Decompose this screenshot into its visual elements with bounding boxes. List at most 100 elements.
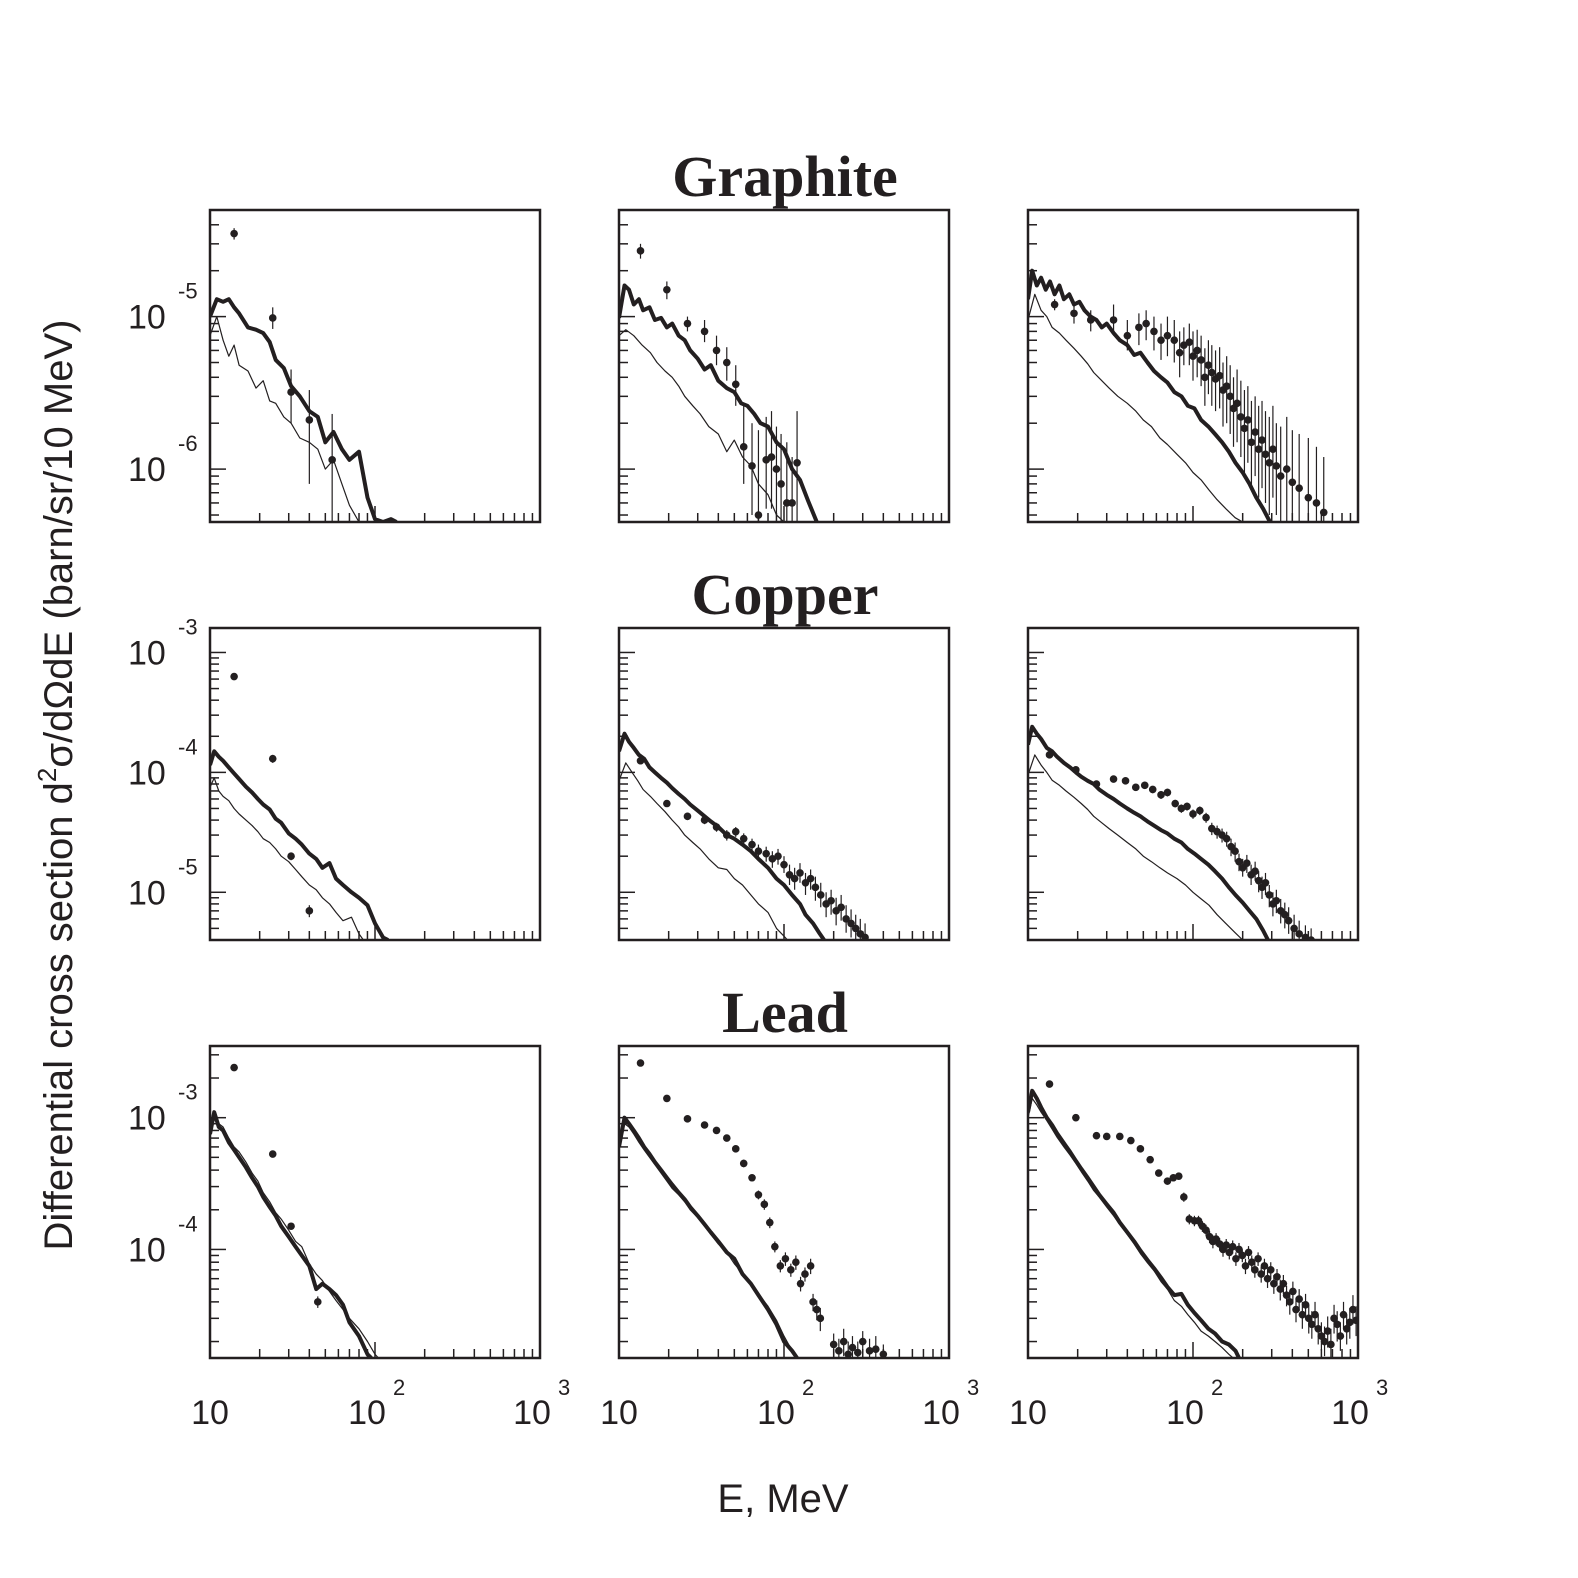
data-point [1342, 1324, 1351, 1333]
data-point [1298, 1310, 1307, 1319]
data-point [722, 1134, 731, 1142]
model-curve-thick [1028, 724, 1270, 940]
data-point [1238, 1251, 1247, 1260]
data-point [1282, 465, 1291, 473]
data-point [806, 1262, 815, 1270]
model-curve-thin [619, 762, 788, 940]
data-point [731, 1145, 740, 1153]
data-point [1237, 413, 1245, 421]
data-point [1284, 916, 1293, 925]
data-point [871, 1345, 880, 1353]
data-point [1157, 791, 1165, 799]
y-tick-label-exponent: -5 [178, 279, 198, 304]
x-tick-label: 10 [1009, 1394, 1047, 1432]
data-point [1289, 1287, 1297, 1296]
data-point [762, 849, 770, 858]
row-lead: Lead 10 -3 10 -4 10 10 2 10 3 10 10 2 10 3 10 10 2 10 3 [128, 980, 1388, 1432]
data-point [806, 874, 815, 883]
data-point [328, 456, 336, 464]
data-point [1301, 1301, 1310, 1309]
data-point [1247, 438, 1256, 447]
data-point [1131, 783, 1140, 792]
data-point [268, 1150, 277, 1158]
panel: 10 -5 10 -6 [128, 208, 542, 524]
data-point [1269, 445, 1277, 454]
data-point [1154, 1169, 1163, 1177]
model-curve-thick [619, 731, 826, 940]
data-point [827, 896, 835, 905]
data-point [1314, 1324, 1323, 1333]
data-point [1273, 1272, 1281, 1281]
data-point [1174, 1172, 1183, 1180]
data-point [1235, 857, 1243, 866]
data-point [313, 1298, 322, 1306]
x-tick-label: 10 [922, 1394, 960, 1432]
data-point [1266, 1266, 1275, 1274]
y-tick-label-exponent: -3 [178, 1080, 198, 1105]
data-point [722, 831, 731, 839]
data-point [853, 1348, 862, 1357]
data-point [1102, 1132, 1111, 1141]
data-point [1304, 493, 1313, 502]
panel [617, 626, 951, 942]
data-point [1346, 1318, 1354, 1327]
panel-data [210, 1063, 379, 1358]
y-tick-label: 10 [128, 754, 166, 792]
data-point [861, 933, 869, 940]
panel [1026, 208, 1360, 524]
data-point [268, 314, 277, 322]
data-point [636, 1059, 645, 1067]
x-tick-label-exponent: 2 [393, 1375, 405, 1400]
data-point [1226, 392, 1234, 401]
data-point [1197, 356, 1205, 364]
data-point [1157, 336, 1165, 345]
x-tick-label: 10 [757, 1394, 795, 1432]
data-point [1225, 1248, 1234, 1257]
data-point [1142, 319, 1150, 328]
data-point [1251, 867, 1259, 875]
data-point [816, 1314, 825, 1323]
data-point [1086, 316, 1095, 324]
data-point [1292, 1305, 1300, 1314]
data-point [842, 915, 850, 923]
y-axis-label-superscript: 2 [32, 768, 62, 782]
y-tick-label: 10 [128, 451, 166, 489]
data-point [712, 346, 721, 355]
data-point [1189, 810, 1197, 818]
y-tick-label: 10 [128, 1100, 166, 1138]
data-point [1148, 785, 1157, 794]
data-point [683, 812, 692, 821]
data-point [287, 1222, 295, 1231]
data-point [1115, 1132, 1124, 1141]
data-point [700, 816, 709, 824]
data-point [1290, 924, 1298, 933]
data-point [700, 1121, 709, 1129]
x-tick-label-exponent: 3 [558, 1375, 570, 1400]
data-point [848, 1343, 857, 1352]
data-point [1258, 436, 1266, 444]
data-point [835, 1347, 843, 1355]
panel-frame [208, 208, 542, 524]
model-curve-thin [210, 777, 364, 940]
data-point [1045, 1080, 1054, 1088]
data-point [1215, 1240, 1224, 1248]
data-point [754, 1190, 763, 1199]
y-tick-label: 10 [128, 1231, 166, 1269]
data-point [1265, 458, 1274, 467]
data-point [1352, 1316, 1358, 1325]
data-point [230, 229, 238, 238]
data-point [772, 465, 781, 473]
panel: 10 -3 10 -4 10 -5 [128, 614, 542, 942]
panel-grid: Graphite10-510-6Copper10-310-410-5Lead10… [128, 144, 1388, 1432]
data-point [1320, 1337, 1329, 1346]
y-axis-label-suffix: σ/dΩdE (barn/sr/10 MeV) [37, 320, 81, 768]
data-point [722, 358, 731, 367]
panel-data [619, 731, 869, 940]
data-point [1304, 1314, 1313, 1323]
data-point [774, 852, 782, 860]
y-tick-label-exponent: -3 [178, 614, 198, 639]
y-tick-label-exponent: -4 [178, 1211, 198, 1236]
data-point [287, 852, 295, 860]
y-axis-label-prefix: Differential cross section d [37, 782, 81, 1250]
data-point [1208, 368, 1216, 377]
